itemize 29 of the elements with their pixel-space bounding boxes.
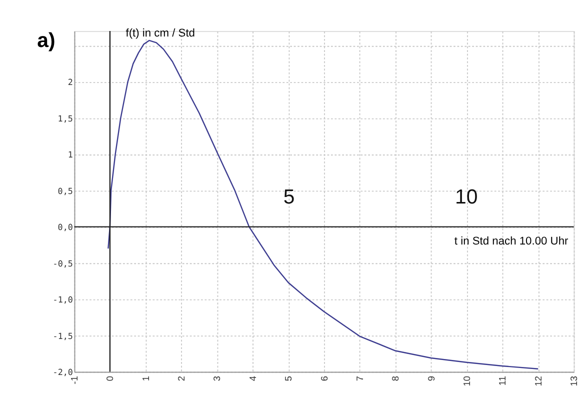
x-tick-label: 6 xyxy=(319,376,330,382)
y-tick-label: 1,5 xyxy=(58,113,73,124)
x-tick-label: 11 xyxy=(498,376,508,386)
annotation: 10 xyxy=(455,186,478,209)
x-tick-label: 3 xyxy=(212,376,222,382)
x-tick-label: 12 xyxy=(533,376,544,386)
chart-title: a) xyxy=(37,30,56,52)
y-tick-label: 2 xyxy=(68,77,73,88)
y-tick-label: -2,0 xyxy=(52,367,73,378)
y-tick-label: 0,5 xyxy=(58,186,73,196)
annotation: 5 xyxy=(283,186,295,209)
x-tick-label: 4 xyxy=(248,376,258,382)
x-tick-label: 0 xyxy=(105,376,116,382)
x-tick-label: 10 xyxy=(462,376,472,386)
y-axis-title: f(t) in cm / Std xyxy=(126,28,195,40)
y-tick-label: 1 xyxy=(68,150,73,160)
y-tick-label: 0,0 xyxy=(58,222,73,232)
x-tick-label: 9 xyxy=(426,376,436,382)
x-tick-label: 7 xyxy=(354,376,365,382)
x-axis-title: t in Std nach 10.00 Uhr xyxy=(454,235,569,248)
x-tick-label: 13 xyxy=(569,376,580,386)
x-tick-label: -1 xyxy=(70,376,80,384)
y-tick-label: -0,5 xyxy=(52,258,73,268)
x-tick-label: 8 xyxy=(390,376,401,382)
x-tick-label: 1 xyxy=(140,376,151,382)
x-tick-label: 2 xyxy=(176,376,187,382)
y-tick-label: -1,5 xyxy=(52,330,73,341)
y-tick-label: -1,0 xyxy=(52,294,73,305)
x-tick-label: 5 xyxy=(284,376,294,382)
